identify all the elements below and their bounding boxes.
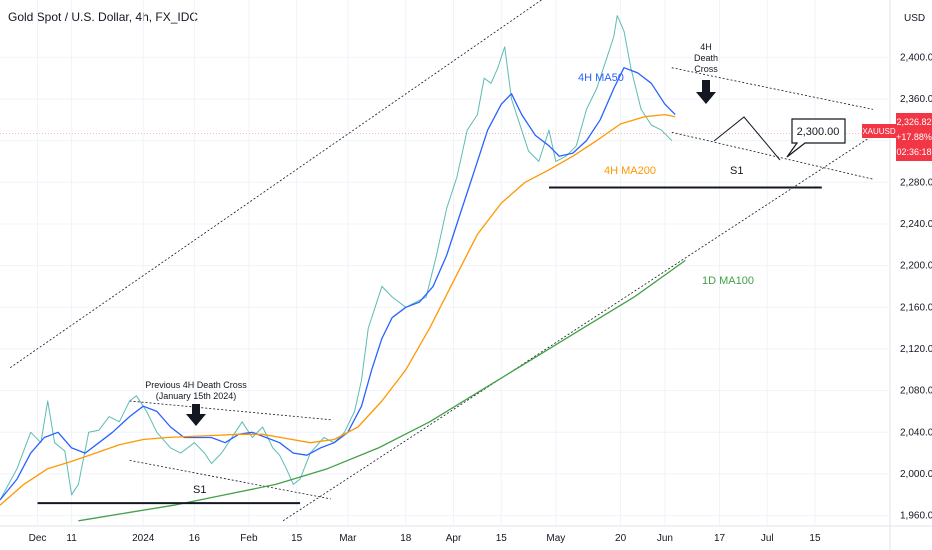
y-tick-label: 2,080.00 [900,386,932,397]
x-tick-label: 18 [400,533,412,544]
trend-line [129,400,331,421]
ticker-countdown: 02:36:18 [896,147,931,157]
support-lines [37,186,822,505]
x-tick-label: 2024 [132,533,155,544]
death-cross-label: 4H Death Cross [694,42,718,74]
x-tick-label: Jul [761,533,774,544]
1d-ma100-line [78,259,686,522]
y-tick-label: 2,040.00 [900,427,932,438]
ticker-change: +17.88% [896,132,932,142]
x-tick-label: Dec [29,533,47,544]
y-tick-label: 1,960.00 [900,511,932,522]
y-tick-label: 2,280.00 [900,177,932,188]
target-label: 2,300.00 [797,126,840,138]
death-cross-line-1: 4H [700,42,712,52]
x-tick-label: 17 [714,533,726,544]
y-tick-label: 2,000.00 [900,469,932,480]
x-tick-label: May [546,533,565,544]
y-tick-label: 2,200.00 [900,261,932,272]
s1-label-right: S1 [730,165,743,177]
x-tick-label: 20 [615,533,627,544]
x-tick-label: 15 [291,533,303,544]
trend-line [10,0,543,369]
ticker-symbol-box [862,124,896,138]
trend-line [671,131,874,180]
chart-series [0,15,686,522]
x-tick-label: 16 [189,533,201,544]
ticker-symbol: XAUUSD [862,127,896,136]
trend-lines [10,0,874,522]
prev-death-cross-label: Previous 4H Death Cross (January 15th 20… [145,380,247,401]
4h-ma50-line [0,67,676,501]
price-line [0,15,673,501]
y-tick-label: 2,160.00 [900,302,932,313]
x-tick-label: Apr [446,533,462,544]
target-callout-box [786,118,846,158]
s1-label-left: S1 [193,484,206,496]
prev-death-cross-line-2: (January 15th 2024) [156,391,237,401]
ma100-label: 1D MA100 [702,275,754,287]
4h-ma200-line [0,113,676,506]
y-tick-label: 2,360.00 [900,94,932,105]
y-tick-label: 2,120.00 [900,344,932,355]
chart-title: Gold Spot / U.S. Dollar, 4h, FX_IDC [8,10,199,24]
x-tick-label: 15 [496,533,508,544]
ticker-price-box [896,113,932,161]
ma50-label: 4H MA50 [578,72,624,84]
x-tick-label: Mar [339,533,357,544]
current-price-marker: XAUUSD 2,326.82 +17.88% 02:36:18 [862,113,932,161]
death-cross-arrow-icon [696,80,716,104]
x-tick-label: 11 [66,533,77,544]
projection-path [713,116,781,161]
y-tick-label: 2,240.00 [900,219,932,230]
ticker-price: 2,326.82 [896,117,931,127]
time-axis: Dec 11 2024 16 Feb 15 Mar 18 Apr 15 May 20 Jun 17 Jul 1… [29,533,821,544]
y-tick-label: 2,400.00 [900,52,932,63]
prev-death-cross-line-1: Previous 4H Death Cross [145,380,247,390]
trend-line [282,135,874,522]
x-tick-label: Jun [657,533,673,544]
death-cross-line-2: Death [694,53,718,63]
x-tick-label: Feb [240,533,258,544]
death-cross-line-3: Cross [694,64,718,74]
x-tick-label: 15 [809,533,821,544]
currency-label[interactable]: USD [904,13,926,24]
prev-death-cross-arrow-icon [186,404,206,426]
ma200-label: 4H MA200 [604,165,656,177]
